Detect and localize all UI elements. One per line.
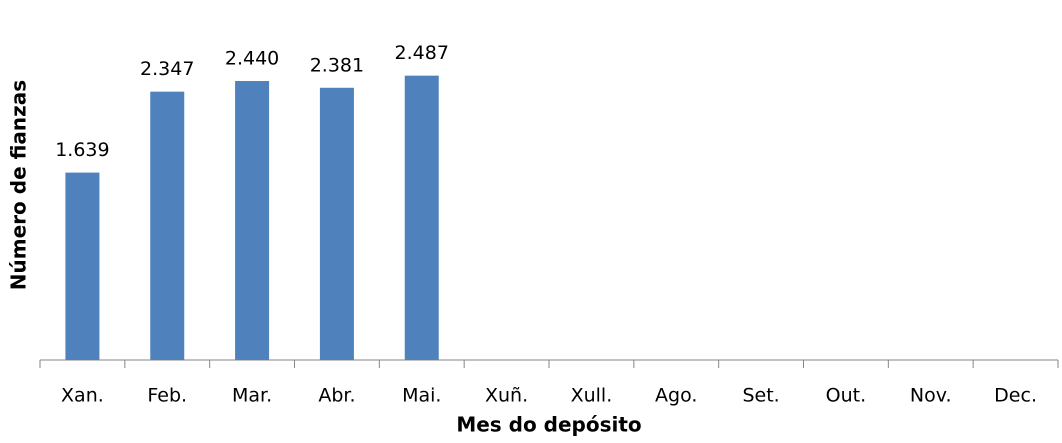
x-tick-label: Xan. xyxy=(61,385,104,407)
x-axis-title: Mes do depósito xyxy=(456,413,641,437)
x-tick-label: Out. xyxy=(826,385,867,407)
x-tick-label: Xull. xyxy=(571,385,613,407)
x-tick-label: Xuñ. xyxy=(485,385,528,407)
x-tick-label: Mar. xyxy=(232,385,272,407)
x-tick-label: Dec. xyxy=(994,385,1037,407)
x-tick-label: Ago. xyxy=(655,385,697,407)
x-tick-label: Feb. xyxy=(147,385,187,407)
bar xyxy=(150,91,185,360)
x-tick-label: Set. xyxy=(742,385,779,407)
x-tick-label: Mai. xyxy=(402,385,441,407)
x-tick-label: Abr. xyxy=(318,385,355,407)
value-label: 1.639 xyxy=(55,139,109,161)
value-label: 2.440 xyxy=(225,48,279,70)
bar xyxy=(235,81,270,360)
bar xyxy=(319,87,354,360)
value-label: 2.487 xyxy=(395,42,449,64)
bar xyxy=(65,172,100,360)
x-tick-label: Nov. xyxy=(910,385,952,407)
value-label: 2.347 xyxy=(140,58,194,80)
bar xyxy=(404,75,439,360)
y-axis-title: Número de fianzas xyxy=(7,80,31,290)
value-label: 2.381 xyxy=(310,54,364,76)
